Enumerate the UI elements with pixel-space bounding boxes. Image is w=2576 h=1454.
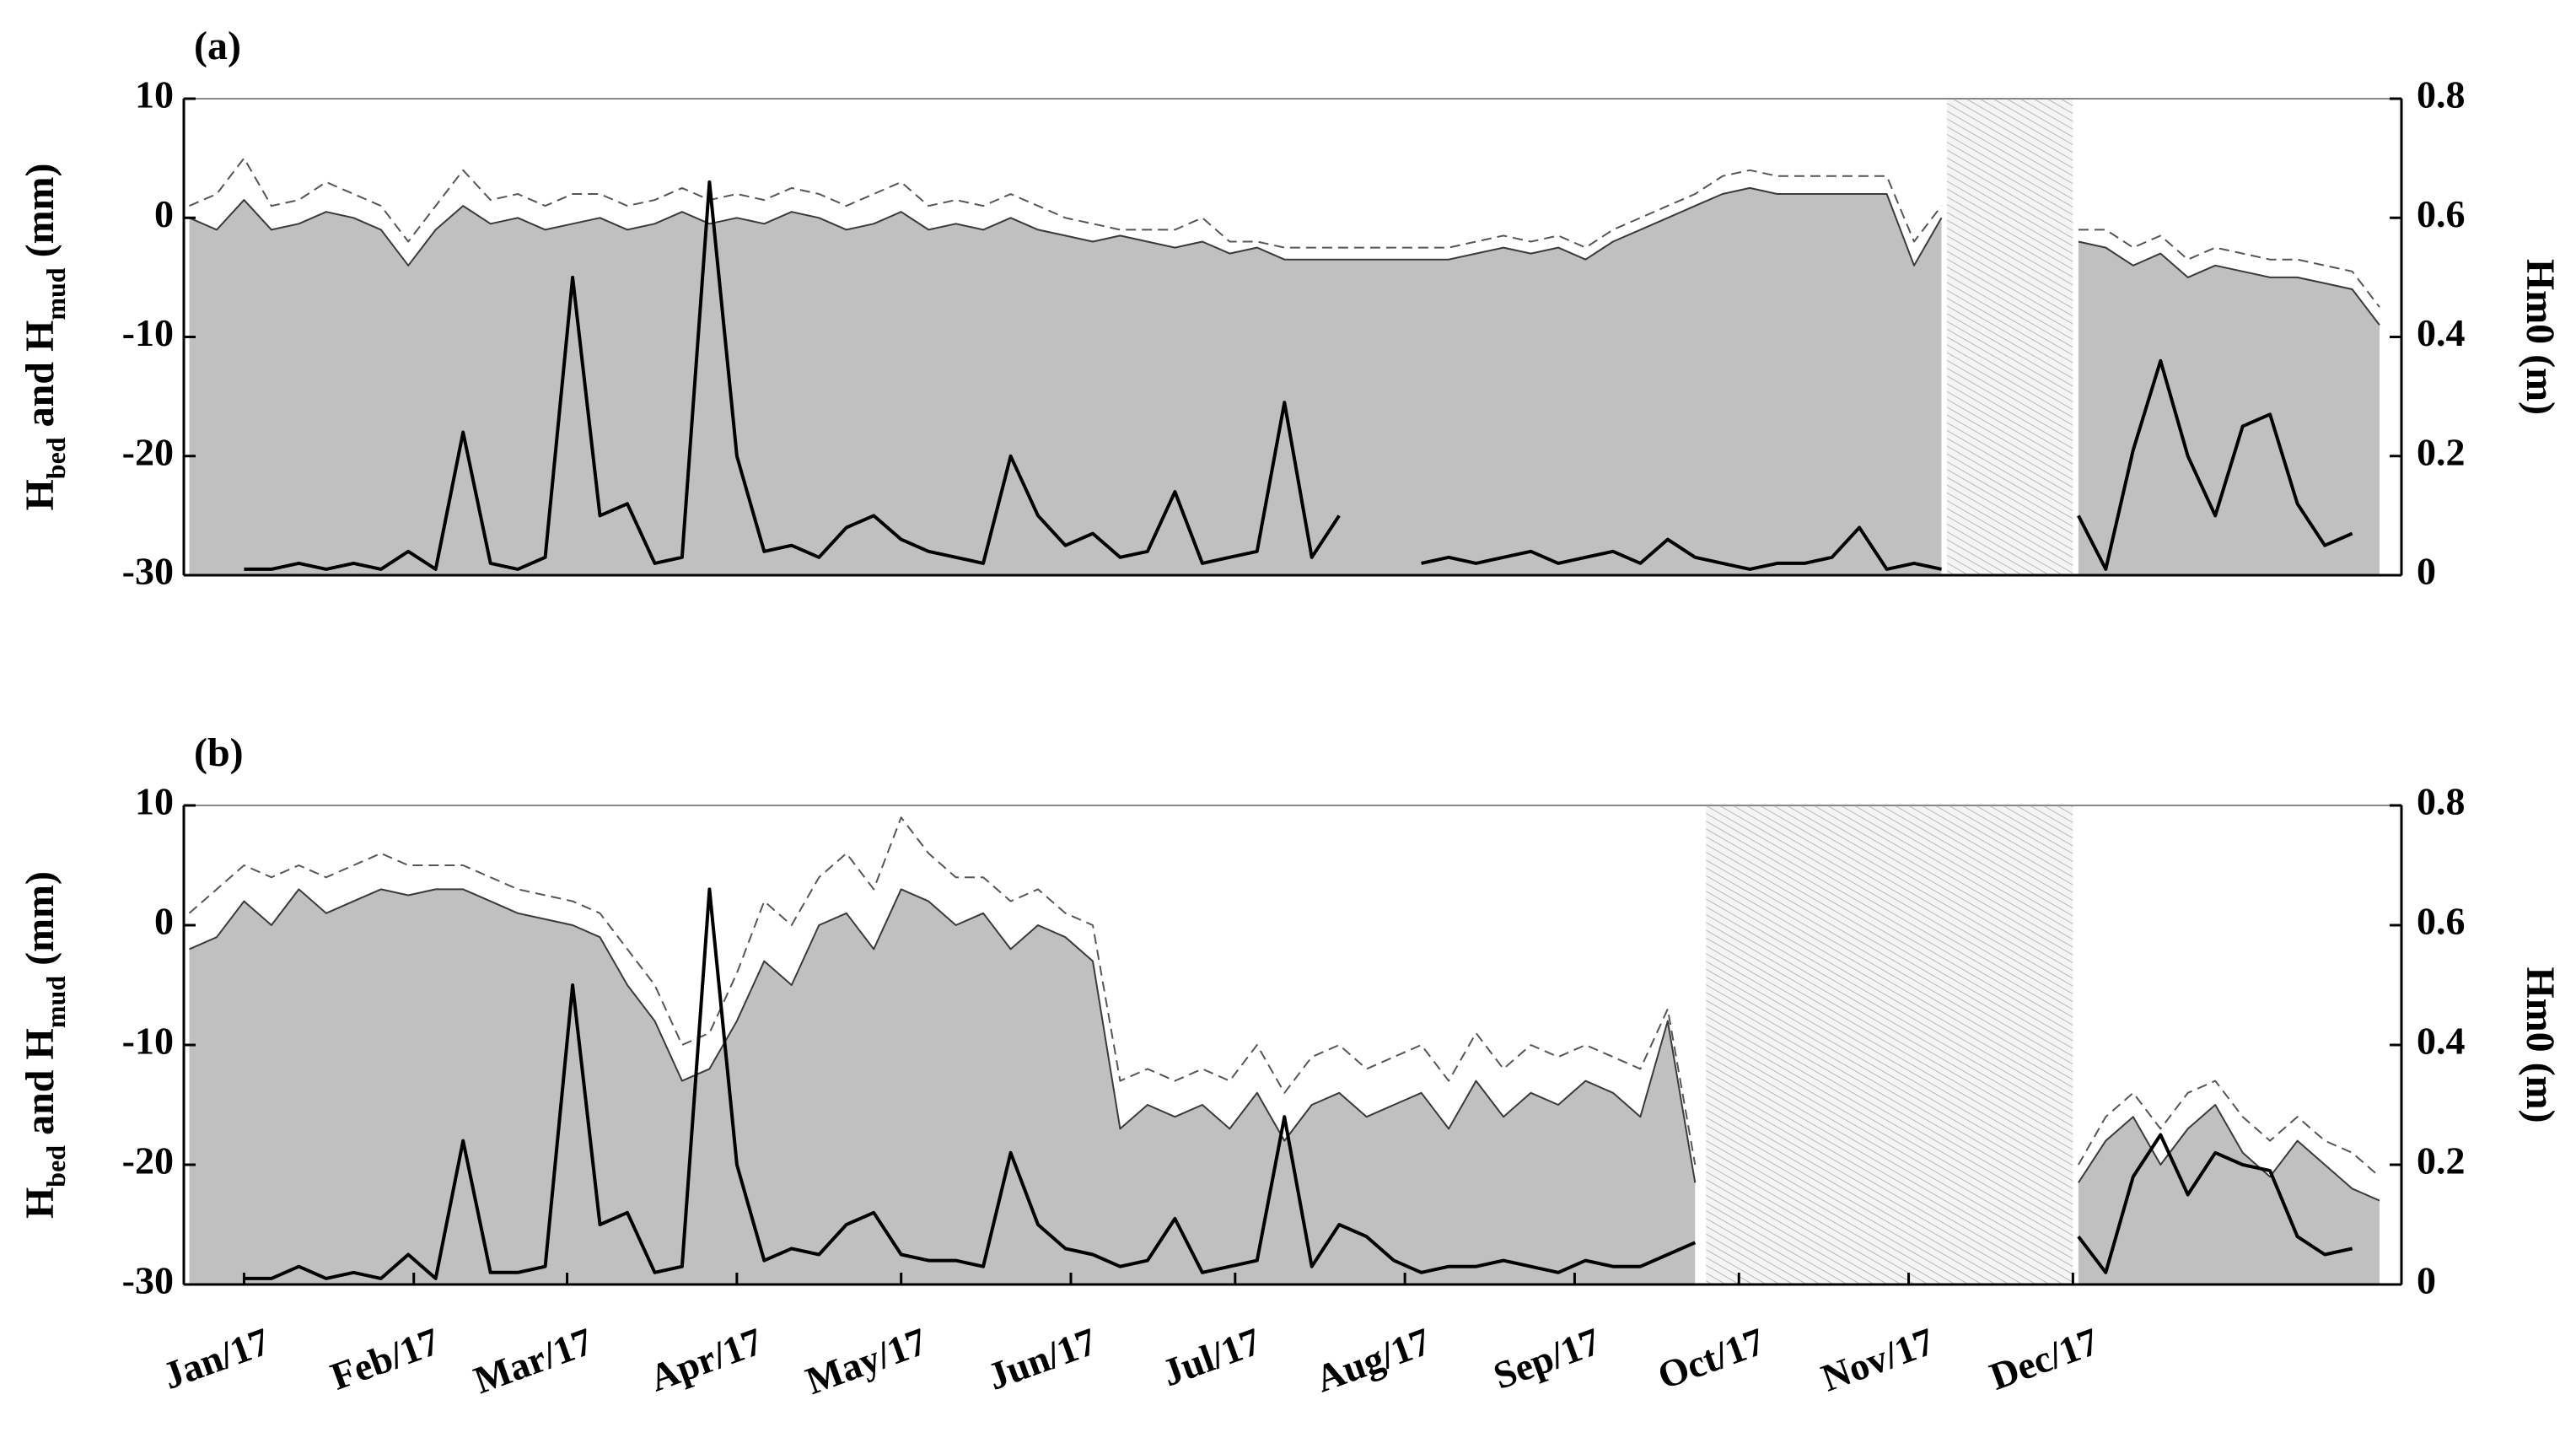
mud-line [189, 157, 2380, 308]
hm0-line [244, 180, 2353, 571]
bed-area [189, 187, 2380, 575]
x-tick-label: Feb/17 [325, 1319, 444, 1397]
y-tick-label: 0 [154, 192, 174, 235]
y-tick-label: 10 [135, 73, 174, 116]
mud-line [188, 816, 2380, 1177]
panel-label: (a) [194, 24, 241, 68]
hm0-line [244, 887, 2353, 1280]
bed-line [189, 186, 2380, 326]
x-tick-label: Aug/17 [1310, 1319, 1437, 1400]
y-axis-label: Hbed and Hmud (mm) [18, 871, 71, 1219]
y-axis-label-part: mud [40, 267, 71, 320]
y-axis-label-part: and H [18, 320, 62, 438]
y2-tick-label: 0.8 [2417, 73, 2466, 116]
y-axis-label-part: H [18, 1187, 62, 1219]
x-tick-label: Apr/17 [644, 1319, 768, 1399]
bed-line [189, 888, 2380, 1202]
y-tick-label: -30 [122, 550, 174, 593]
y-axis-label-part: mud [40, 976, 71, 1028]
y2-tick-label: 0.4 [2417, 311, 2466, 354]
y2-tick-label: 0.4 [2417, 1020, 2466, 1063]
y2-axis-label: Hm0 (m) [2518, 967, 2563, 1123]
x-tick-label: Mar/17 [468, 1319, 598, 1402]
panel-label: (b) [194, 730, 244, 775]
x-tick-label: Oct/17 [1652, 1319, 1770, 1397]
y2-tick-label: 0.2 [2417, 1139, 2466, 1182]
x-tick-label: May/17 [800, 1319, 933, 1403]
y2-axis-label: Hm0 (m) [2518, 259, 2563, 415]
x-tick-label: Dec/17 [1984, 1319, 2104, 1397]
y2-tick-label: 0.6 [2417, 900, 2466, 943]
y-axis-label: Hbed and Hmud (mm) [18, 163, 71, 510]
y-tick-label: -10 [122, 1020, 174, 1063]
x-tick-label: Jan/17 [158, 1319, 276, 1397]
y2-tick-label: 0 [2417, 550, 2436, 593]
y-tick-label: -10 [122, 311, 174, 354]
y-axis-label-part: (mm) [18, 163, 62, 267]
x-tick-label: Sep/17 [1488, 1319, 1606, 1397]
y2-tick-label: 0 [2417, 1259, 2436, 1302]
no-data-span [1947, 99, 2073, 575]
y-axis-label-part: and H [18, 1028, 62, 1145]
y-axis-label-part: (mm) [18, 871, 62, 976]
y-axis-label-part: bed [40, 1145, 71, 1187]
y2-tick-label: 0.2 [2417, 430, 2466, 473]
y-tick-label: -20 [122, 1139, 174, 1182]
y-tick-label: 0 [154, 900, 174, 943]
y-tick-label: -20 [122, 430, 174, 473]
y2-tick-label: 0.6 [2417, 192, 2466, 235]
x-tick-label: Jul/17 [1156, 1319, 1266, 1394]
y-axis-label-part: H [18, 479, 62, 510]
y-tick-label: -30 [122, 1259, 174, 1302]
y-tick-label: 10 [135, 780, 174, 823]
bed-area [189, 889, 2380, 1284]
y-axis-label-part: bed [40, 437, 71, 479]
no-data-span [1706, 805, 2073, 1284]
x-tick-label: Nov/17 [1815, 1319, 1939, 1399]
y2-tick-label: 0.8 [2417, 780, 2466, 823]
x-tick-label: Jun/17 [982, 1319, 1102, 1397]
